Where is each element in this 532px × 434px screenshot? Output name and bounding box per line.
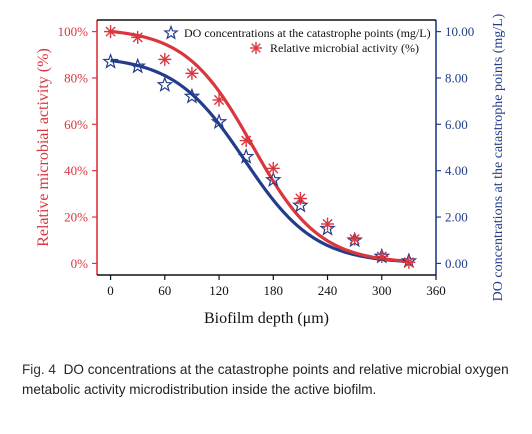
- x-tick-label: 300: [372, 283, 392, 298]
- activity-point: [402, 255, 416, 269]
- legend-do-marker: [163, 24, 179, 40]
- y-left-tick-label: 60%: [64, 117, 88, 132]
- y-right-tick-label: 8.00: [445, 70, 468, 85]
- activity-point: [293, 192, 307, 205]
- legend-do-label: DO concentrations at the catastrophe poi…: [184, 26, 431, 40]
- asterisk-stroke: [241, 135, 252, 146]
- y-right-axis-title: DO concentrations at the catastrophe poi…: [491, 13, 506, 301]
- y-left-tick-label: 80%: [64, 70, 88, 85]
- legend-activity-marker: [250, 42, 262, 54]
- y-right-tick-label: 0.00: [445, 256, 468, 271]
- do-point: [210, 113, 228, 130]
- asterisk-stroke: [376, 251, 387, 262]
- do-point: [319, 219, 336, 236]
- activity-point: [158, 52, 172, 66]
- asterisk-stroke: [186, 68, 198, 79]
- asterisk-stroke: [349, 233, 360, 245]
- caption-text: DO concentrations at the catastrophe poi…: [22, 362, 509, 397]
- x-axis-title: Biofilm depth (μm): [204, 310, 329, 327]
- activity-point: [212, 93, 226, 107]
- do-point: [292, 196, 309, 213]
- do-point: [129, 57, 147, 74]
- x-tick-label: 240: [318, 283, 338, 298]
- asterisk-stroke: [322, 218, 333, 230]
- activity-point: [239, 134, 253, 148]
- asterisk-stroke: [295, 193, 306, 204]
- y-right-tick-label: 10.00: [445, 24, 474, 39]
- activity-point: [266, 161, 280, 175]
- y-right-tick-label: 4.00: [445, 163, 468, 178]
- activity-point: [375, 249, 389, 263]
- activity-point: [185, 66, 199, 80]
- y-left-tick-label: 40%: [64, 163, 88, 178]
- activity-point: [131, 30, 145, 44]
- x-tick-label: 120: [209, 283, 229, 298]
- asterisk-stroke: [132, 32, 143, 43]
- x-tick-label: 180: [264, 283, 284, 298]
- asterisk-stroke: [268, 163, 279, 174]
- x-tick-label: 60: [158, 283, 171, 298]
- chart: 0 60 120 180 240 300 360 0% 20% 40% 60% 80% 100% 0.00…: [35, 13, 506, 327]
- y-right-tick-label: 6.00: [445, 117, 468, 132]
- do-point: [264, 171, 282, 188]
- do-point: [237, 148, 255, 164]
- activity-point: [321, 217, 335, 231]
- activity-point: [104, 25, 118, 39]
- activity-point: [348, 232, 362, 246]
- do-point: [183, 87, 201, 104]
- legend: DO concentrations at the catastrophe poi…: [163, 24, 431, 55]
- x-tick-label: 360: [426, 283, 446, 298]
- figure-caption: Fig. 4 DO concentrations at the catastro…: [22, 360, 518, 399]
- asterisk-stroke: [403, 257, 414, 268]
- legend-activity-label: Relative microbial activity (%): [270, 41, 419, 55]
- y-left-tick-label: 100%: [58, 24, 89, 39]
- asterisk-stroke: [159, 54, 170, 65]
- do-point: [156, 76, 174, 92]
- y-right-tick-label: 2.00: [445, 210, 468, 225]
- asterisk-stroke: [213, 94, 225, 106]
- activity-fit-curve: [110, 29, 409, 263]
- y-left-tick-label: 0%: [71, 256, 89, 271]
- x-tick-label: 0: [107, 283, 114, 298]
- y-left-tick-label: 20%: [64, 210, 88, 225]
- do-point: [102, 52, 119, 69]
- caption-label: Fig. 4: [22, 362, 56, 377]
- y-left-axis-title: Relative microbial activity (%): [35, 48, 52, 247]
- asterisk-stroke: [251, 43, 261, 53]
- asterisk-stroke: [105, 26, 116, 37]
